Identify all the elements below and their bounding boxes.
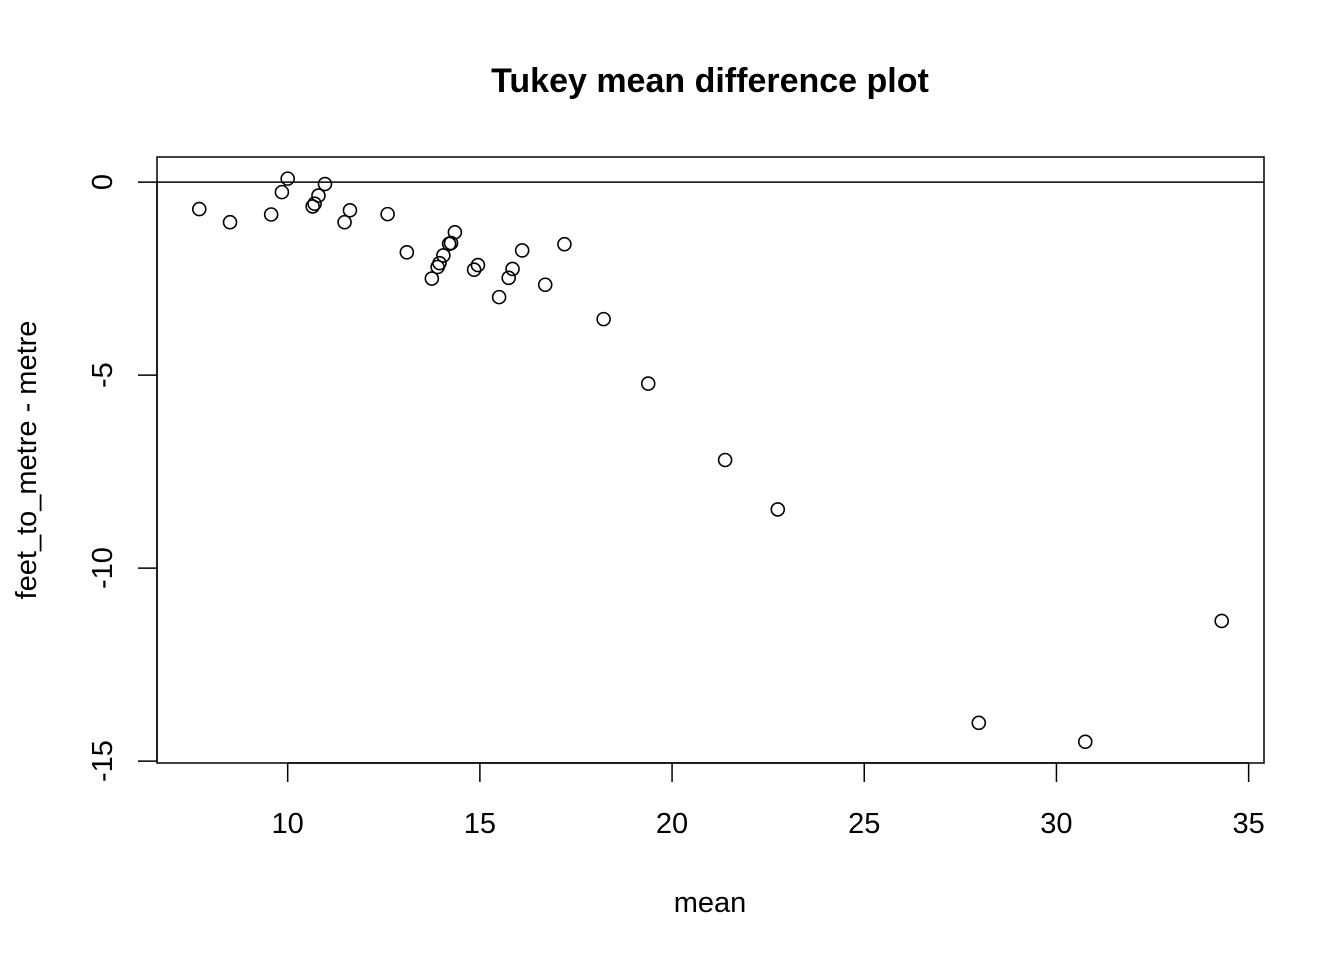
x-tick-label: 35 xyxy=(1232,808,1264,840)
data-point xyxy=(470,257,486,273)
data-points xyxy=(191,171,1230,750)
plot-frame xyxy=(156,156,1265,764)
data-point xyxy=(557,236,572,252)
data-point xyxy=(274,184,290,200)
data-point xyxy=(399,245,415,260)
data-point xyxy=(770,502,786,517)
data-point xyxy=(447,224,463,240)
data-point xyxy=(501,270,517,286)
data-point xyxy=(342,202,358,218)
x-axis-label: mean xyxy=(674,887,747,919)
y-tick-label: -5 xyxy=(87,362,119,388)
x-tick-label: 10 xyxy=(272,808,304,840)
data-point xyxy=(263,207,279,222)
data-point xyxy=(505,261,520,277)
x-tick-label: 15 xyxy=(464,808,496,840)
data-point xyxy=(971,715,987,731)
data-point xyxy=(222,214,238,230)
data-point xyxy=(307,196,322,212)
y-tick-label: -15 xyxy=(87,740,119,782)
data-point xyxy=(640,376,656,391)
data-point xyxy=(380,206,395,222)
data-point xyxy=(717,452,733,468)
data-point xyxy=(491,289,507,305)
data-point xyxy=(436,248,451,263)
x-tick-label: 25 xyxy=(848,808,880,840)
data-point xyxy=(191,201,207,217)
data-point xyxy=(537,277,553,293)
data-point xyxy=(424,271,440,286)
y-tick-label: -10 xyxy=(87,547,119,589)
data-point xyxy=(317,176,333,192)
x-axis: 10 15 20 25 30 35 xyxy=(272,762,1265,840)
data-point xyxy=(432,255,447,271)
data-point xyxy=(466,262,482,278)
data-point xyxy=(1214,613,1230,629)
data-point xyxy=(311,188,326,203)
data-point xyxy=(280,171,295,186)
y-tick-label: 0 xyxy=(87,174,119,190)
data-point xyxy=(337,214,352,230)
chart-title: Tukey mean difference plot xyxy=(491,62,929,100)
data-point xyxy=(596,311,611,327)
data-point xyxy=(514,243,530,258)
x-tick-label: 20 xyxy=(656,808,688,840)
data-point xyxy=(1077,734,1093,750)
y-axis-label: feet_to_metre - metre xyxy=(11,321,43,600)
y-axis: 0 -5 -10 -15 xyxy=(87,174,158,782)
x-tick-label: 30 xyxy=(1040,808,1072,840)
